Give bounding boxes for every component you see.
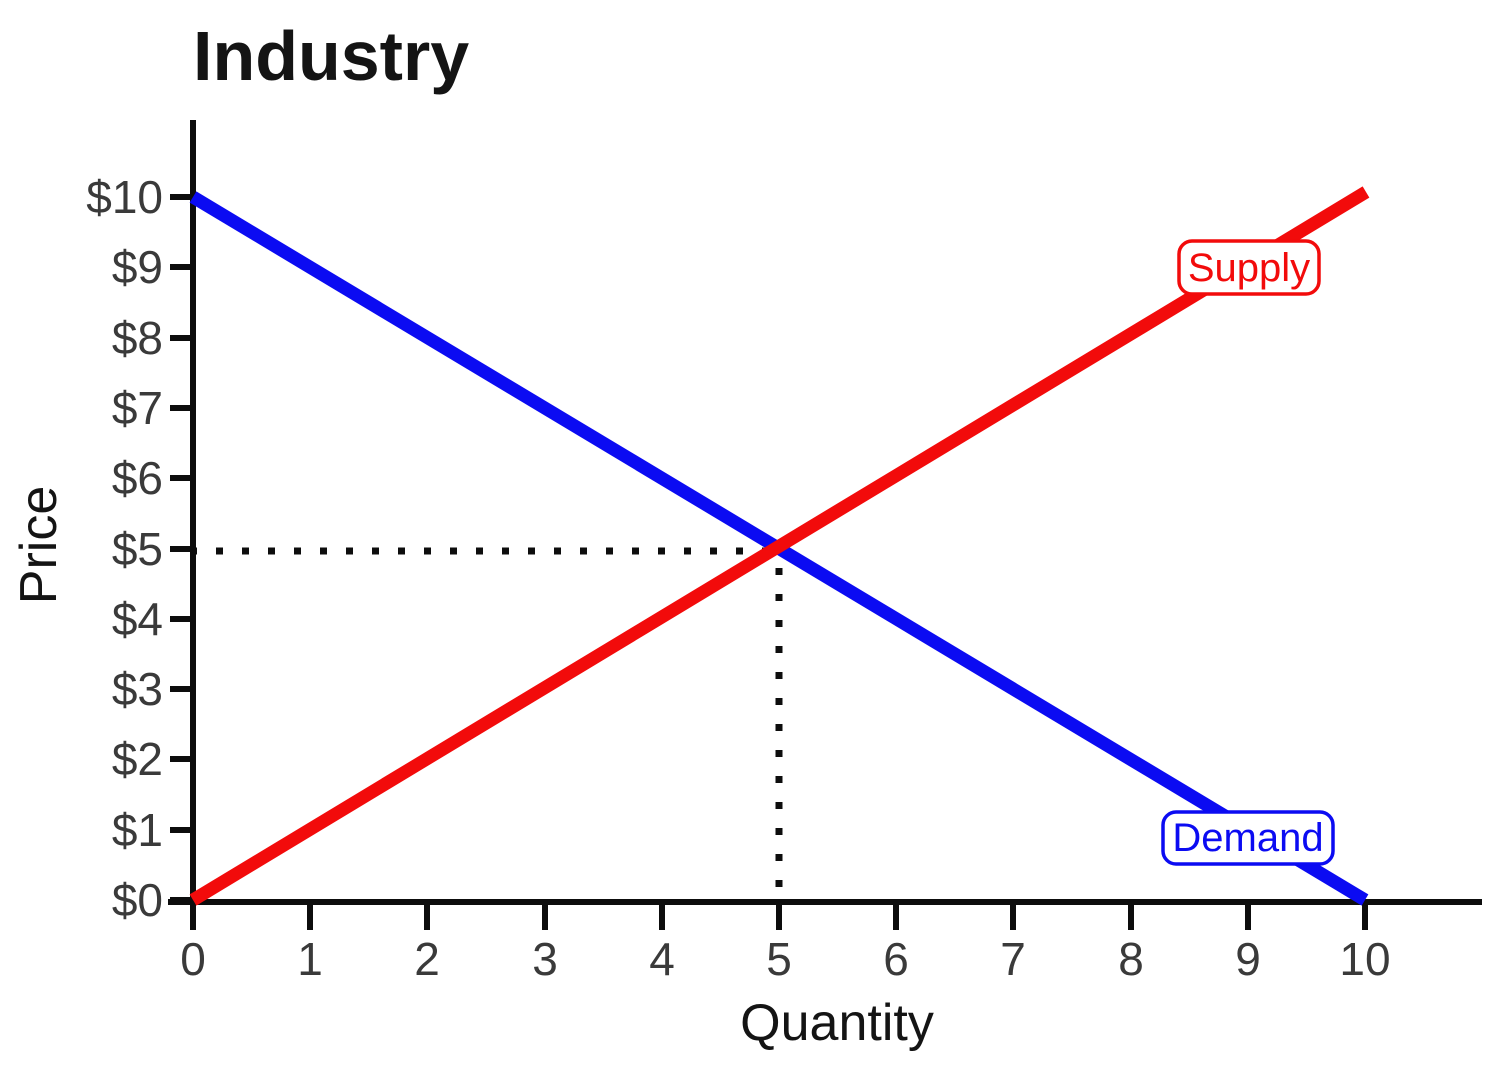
y-tick-label-7: $7 [112,382,163,434]
y-axis-ticks [170,194,193,903]
supply-line [189,186,1370,906]
y-tick-label-1: $1 [112,804,163,856]
x-axis-title: Quantity [740,994,934,1052]
y-tick-label-0: $0 [112,874,163,926]
x-tick-label-10: 10 [1339,933,1390,985]
supply-label: Supply [1188,246,1310,290]
x-tick-label-5: 5 [766,933,792,985]
x-tick-label-8: 8 [1118,933,1144,985]
y-tick-label-10: $10 [86,171,163,223]
x-tick-label-4: 4 [649,933,675,985]
x-tick-label-0: 0 [180,933,206,985]
x-axis-ticks [190,902,1368,930]
x-tick-label-6: 6 [883,933,909,985]
y-tick-label-4: $4 [112,593,163,645]
x-tick-label-7: 7 [1000,933,1026,985]
x-tick-label-2: 2 [414,933,440,985]
y-axis-title: Price [10,486,68,604]
y-tick-label-2: $2 [112,733,163,785]
y-tick-label-5: $5 [112,523,163,575]
supply-label-box [1177,239,1321,296]
y-tick-label-3: $3 [112,663,163,715]
y-tick-label-8: $8 [112,312,163,364]
demand-label: Demand [1172,816,1323,860]
y-tick-label-6: $6 [112,452,163,504]
y-tick-label-9: $9 [112,241,163,293]
x-tick-label-9: 9 [1235,933,1261,985]
demand-label-box [1161,810,1335,866]
chart-title: Industry [193,17,469,95]
x-tick-label-3: 3 [532,933,558,985]
x-tick-label-1: 1 [297,933,323,985]
